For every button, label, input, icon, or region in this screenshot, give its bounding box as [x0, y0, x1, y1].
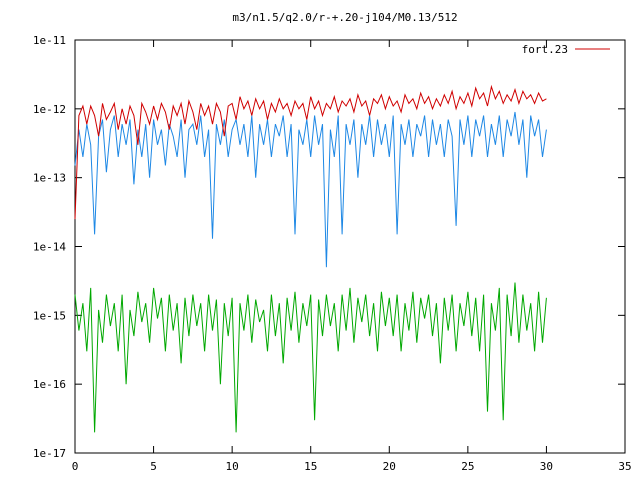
y-tick-label: 1e-11	[33, 34, 66, 47]
x-tick-label: 0	[72, 460, 79, 473]
y-tick-label: 1e-17	[33, 447, 66, 460]
series-line-fort-23	[74, 84, 547, 220]
x-tick-label: 20	[383, 460, 396, 473]
x-tick-label: 25	[461, 460, 474, 473]
series-line-1	[74, 111, 547, 268]
y-tick-label: 1e-12	[33, 103, 66, 116]
legend: fort.23	[522, 43, 610, 56]
series-line-2	[74, 282, 547, 433]
x-axis: 0 5 10 15 20 25 30 35	[72, 40, 632, 473]
chart-title: m3/n1.5/q2.0/r-+.20-j104/M0.13/512	[232, 11, 457, 24]
y-tick-label: 1e-16	[33, 378, 66, 391]
x-tick-label: 30	[540, 460, 553, 473]
plot-frame	[74, 39, 626, 454]
legend-label-fort23: fort.23	[522, 43, 568, 56]
x-tick-label: 5	[150, 460, 157, 473]
x-tick-label: 10	[226, 460, 239, 473]
x-tick-label: 35	[618, 460, 631, 473]
y-tick-label: 1e-14	[33, 241, 66, 254]
y-tick-label: 1e-13	[33, 172, 66, 185]
x-tick-label: 15	[304, 460, 317, 473]
y-axis: 1e-17 1e-16 1e-15 1e-14 1e-13 1e-12 1e-11	[33, 34, 625, 460]
y-tick-label: 1e-15	[33, 309, 66, 322]
series-layer	[74, 84, 547, 433]
